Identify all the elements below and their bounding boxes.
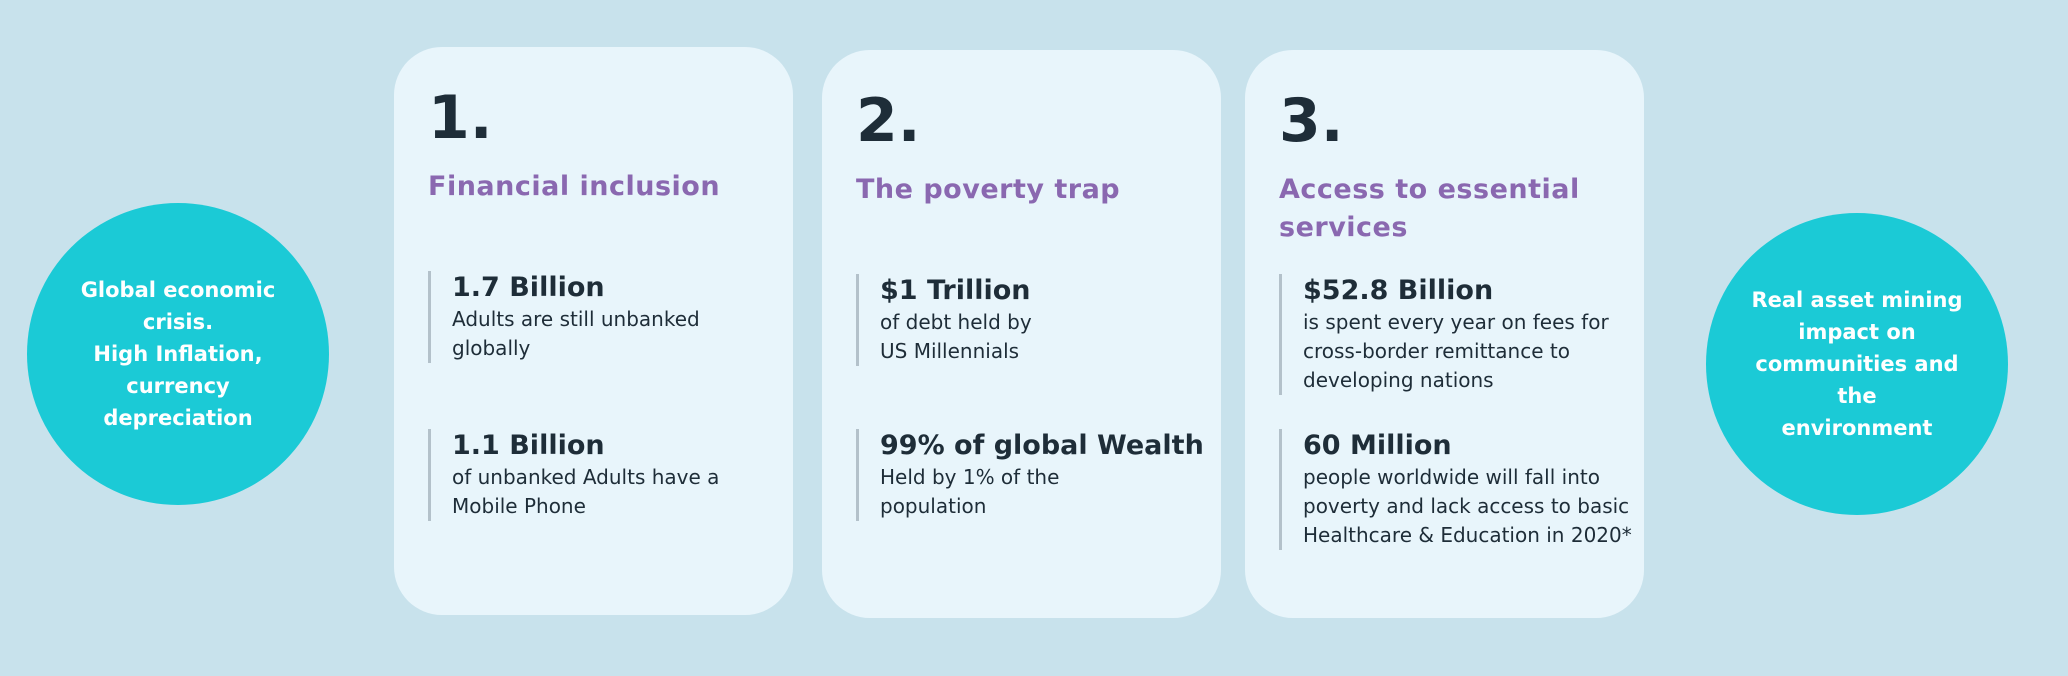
- card-number: 1.: [428, 83, 493, 153]
- stat-description: Held by 1% of the population: [880, 465, 1060, 518]
- problem-line: High Inflation,: [93, 342, 263, 366]
- stat-block: 1.7 Billion Adults are still unbanked gl…: [428, 271, 783, 363]
- solution-line: impact on: [1798, 320, 1916, 344]
- stat-value: $52.8 Billion: [1303, 275, 1494, 306]
- card-number: 3.: [1279, 86, 1344, 156]
- stat-description: is spent every year on fees for cross-bo…: [1303, 310, 1609, 392]
- stat-value: 60 Million: [1303, 430, 1452, 461]
- card-number: 2.: [856, 86, 921, 156]
- problem-line: crisis.: [142, 310, 214, 334]
- problem-circle: Global economic crisis. High Inflation, …: [27, 203, 329, 505]
- solution-line: Real asset mining: [1751, 288, 1963, 312]
- stat-value: 1.7 Billion: [452, 272, 605, 303]
- stat-block: $1 Trillion of debt held by US Millennia…: [856, 274, 1211, 366]
- problem-line: Global economic: [80, 278, 276, 302]
- stat-description: of debt held by US Millennials: [880, 310, 1032, 363]
- card-title: Access to essential services: [1279, 174, 1580, 243]
- problem-line: depreciation: [103, 406, 253, 430]
- solution-circle-text: Real asset mining impact on communities …: [1740, 284, 1974, 444]
- stat-block: 1.1 Billion of unbanked Adults have a Mo…: [428, 429, 783, 521]
- card-financial-inclusion: 1. Financial inclusion 1.7 Billion Adult…: [394, 47, 793, 615]
- problem-line: currency: [126, 374, 230, 398]
- stat-value: 99% of global Wealth: [880, 430, 1204, 461]
- stat-description: people worldwide will fall into poverty …: [1303, 465, 1632, 547]
- solution-line: environment: [1781, 416, 1933, 440]
- stat-description: of unbanked Adults have a Mobile Phone: [452, 465, 720, 518]
- stat-value: $1 Trillion: [880, 275, 1031, 306]
- stat-block: $52.8 Billion is spent every year on fee…: [1279, 274, 1634, 395]
- solution-circle: Real asset mining impact on communities …: [1706, 213, 2008, 515]
- problem-circle-text: Global economic crisis. High Inflation, …: [81, 274, 276, 434]
- card-essential-services: 3. Access to essential services $52.8 Bi…: [1245, 50, 1644, 618]
- stat-value: 1.1 Billion: [452, 430, 605, 461]
- solution-line: communities and the: [1755, 352, 1959, 408]
- card-title: Financial inclusion: [428, 171, 721, 202]
- stat-block: 60 Million people worldwide will fall in…: [1279, 429, 1634, 550]
- stat-description: Adults are still unbanked globally: [452, 307, 700, 360]
- card-title: The poverty trap: [856, 174, 1121, 205]
- stat-block: 99% of global Wealth Held by 1% of the p…: [856, 429, 1211, 521]
- card-poverty-trap: 2. The poverty trap $1 Trillion of debt …: [822, 50, 1221, 618]
